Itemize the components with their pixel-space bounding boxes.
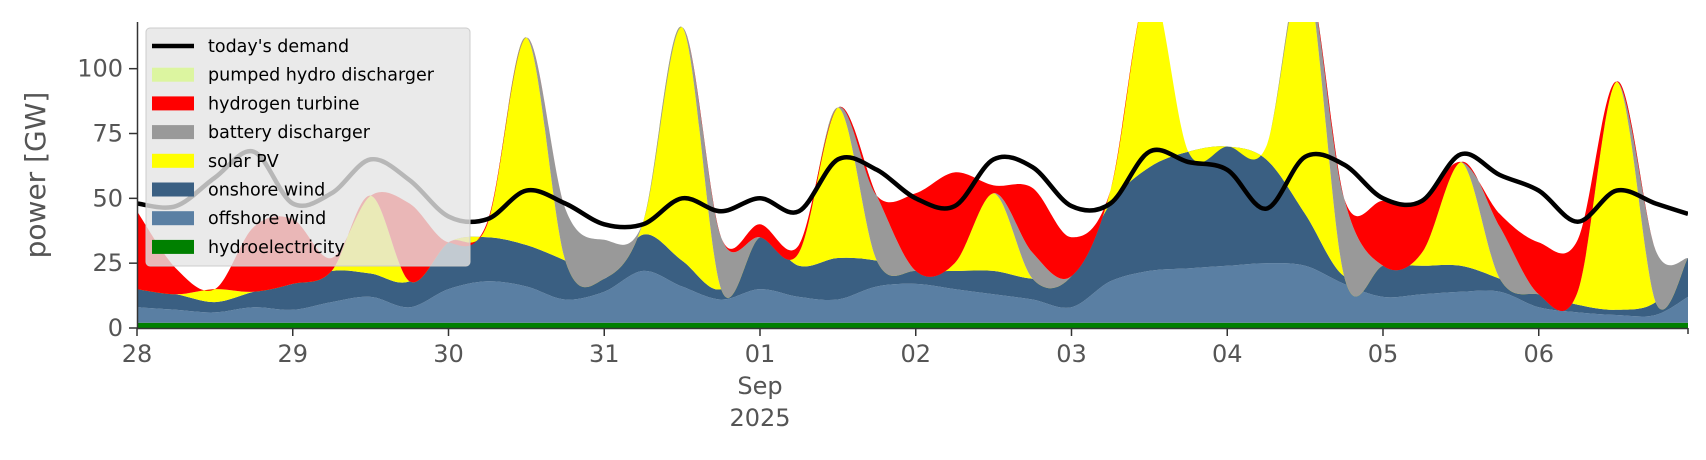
x-tick-label: 28 [122,340,153,368]
legend-label-battery-discharger: battery discharger [208,123,371,143]
x-tick-label: 02 [900,340,931,368]
x-tick-year-label: 2025 [729,404,790,432]
stacked-areas [137,22,1688,328]
y-axis-title: power [GW] [19,92,52,259]
x-tick-label: 06 [1523,340,1554,368]
x-tick-label: 03 [1056,340,1087,368]
area-solar-pv [137,22,1688,310]
y-tick-label: 100 [77,55,123,83]
legend-swatch-solar-pv [152,153,194,168]
legend-swatch-onshore-wind [152,182,194,197]
x-tick-label: 30 [433,340,464,368]
legend-label-solar-pv: solar PV [208,152,279,172]
legend-swatch-hydrogen-turbine [152,96,194,111]
legend-label-offshore-wind: offshore wind [208,209,326,229]
x-tick-label: 05 [1368,340,1399,368]
x-tick-label: 04 [1212,340,1243,368]
plot-area [137,22,1688,328]
legend: today's demand pumped hydro discharger hyd… [145,27,471,267]
legend-label-pumped-hydro-discharger: pumped hydro discharger [208,66,435,86]
y-ticks: 0 25 50 75 100 [77,55,137,342]
y-tick-label: 75 [92,120,123,148]
y-tick-label: 50 [92,184,123,212]
x-tick-label: 31 [589,340,620,368]
legend-swatch-offshore-wind [152,211,194,226]
x-ticks: 28 29 30 31 01 Sep 2025 02 03 04 05 06 [122,328,1689,432]
axes: 0 25 50 75 100 28 29 30 31 01 Sep 2025 02 03 04 05 06 p… [19,22,1689,432]
legend-items: today's demand pumped hydro discharger hyd… [152,37,435,258]
legend-label-hydrogen-turbine: hydrogen turbine [208,94,360,114]
x-tick-label: 29 [277,340,308,368]
x-tick-month-label: Sep [737,372,782,400]
legend-swatch-battery-discharger [152,125,194,140]
y-tick-label: 0 [108,314,123,342]
legend-label-onshore-wind: onshore wind [208,181,325,201]
area-hydroelectricity [137,322,1688,328]
legend-frame [145,27,471,267]
area-hydrogen-turbine [137,22,1688,311]
legend-swatch-pumped-hydro-discharger [152,67,194,82]
area-onshore-wind [137,146,1688,317]
legend-swatch-hydroelectricity [152,239,194,254]
legend-label-hydroelectricity: hydroelectricity [208,238,345,258]
area-offshore-wind [137,263,1688,323]
y-tick-label: 25 [92,249,123,277]
x-tick-label: 01 [745,340,776,368]
legend-label-today-s-demand: today's demand [208,37,349,57]
